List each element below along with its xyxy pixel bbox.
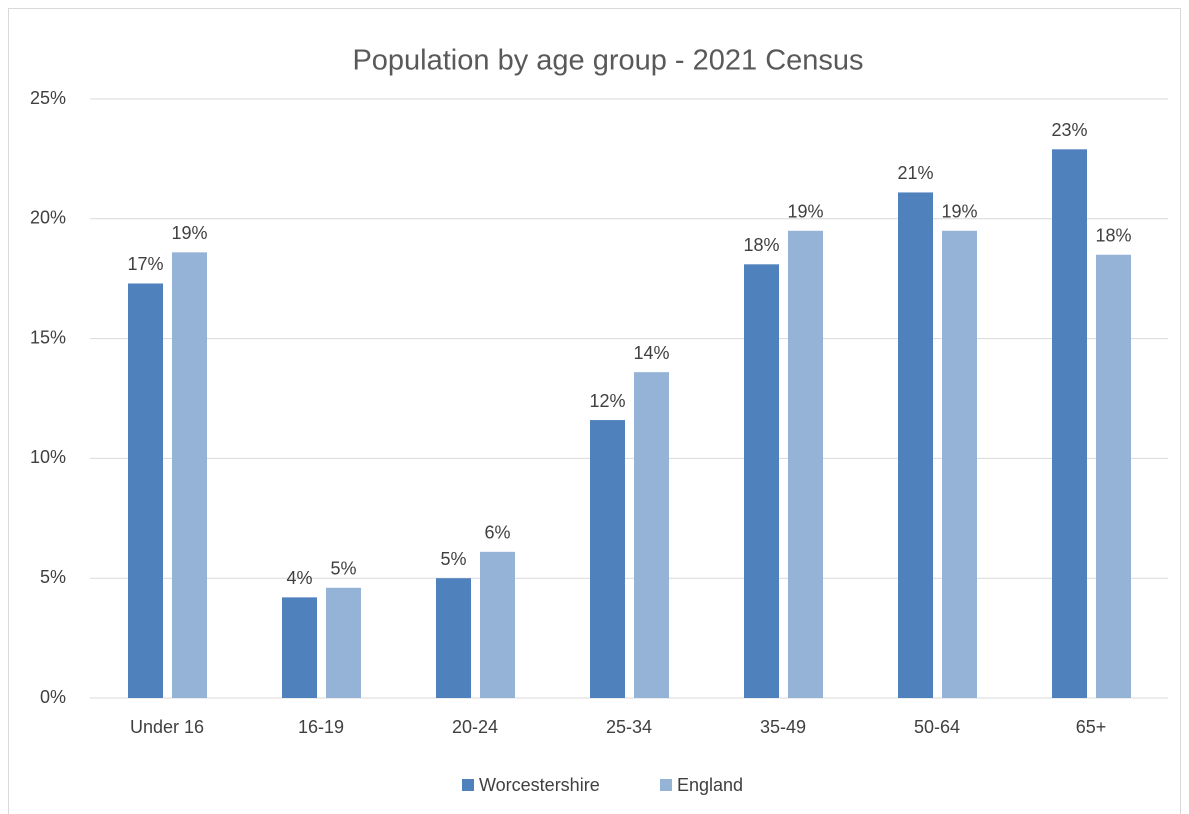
data-label: 4%: [286, 568, 312, 588]
data-label: 19%: [171, 223, 207, 243]
y-tick-label: 25%: [30, 88, 66, 108]
bar: [788, 230, 823, 698]
legend-label: England: [677, 775, 743, 795]
x-tick-label: 50-64: [914, 717, 960, 737]
y-tick-label: 0%: [40, 687, 66, 707]
x-tick-label: 16-19: [298, 717, 344, 737]
bar: [172, 252, 207, 698]
y-tick-label: 10%: [30, 447, 66, 467]
bar: [480, 551, 515, 698]
chart-title: Population by age group - 2021 Census: [352, 45, 863, 77]
bar: [942, 230, 977, 698]
bar: [1052, 149, 1087, 699]
data-label: 19%: [941, 202, 977, 222]
bar: [634, 372, 669, 698]
bar: [744, 264, 779, 698]
data-label: 19%: [787, 202, 823, 222]
bar: [1096, 254, 1131, 699]
data-label: 18%: [743, 235, 779, 255]
bar: [282, 597, 317, 698]
data-label: 17%: [127, 254, 163, 274]
data-label: 23%: [1051, 120, 1087, 140]
data-label: 5%: [440, 549, 466, 569]
legend-swatch: [462, 779, 474, 791]
x-tick-label: 35-49: [760, 717, 806, 737]
data-label: 6%: [484, 523, 510, 543]
chart-border: [8, 8, 1181, 814]
y-tick-label: 15%: [30, 327, 66, 347]
y-tick-label: 20%: [30, 208, 66, 228]
bar: [128, 283, 163, 698]
legend-label: Worcestershire: [479, 775, 600, 795]
bar: [436, 578, 471, 698]
bar: [590, 420, 625, 698]
data-label: 14%: [633, 343, 669, 363]
data-label: 12%: [589, 391, 625, 411]
data-label: 18%: [1095, 225, 1131, 245]
legend-swatch: [660, 779, 672, 791]
x-tick-label: 20-24: [452, 717, 498, 737]
bar: [326, 587, 361, 698]
data-label: 5%: [330, 559, 356, 579]
y-tick-label: 5%: [40, 567, 66, 587]
x-tick-label: Under 16: [130, 717, 204, 737]
data-label: 21%: [897, 163, 933, 183]
x-tick-label: 25-34: [606, 717, 652, 737]
x-tick-label: 65+: [1076, 717, 1107, 737]
bar: [898, 192, 933, 698]
